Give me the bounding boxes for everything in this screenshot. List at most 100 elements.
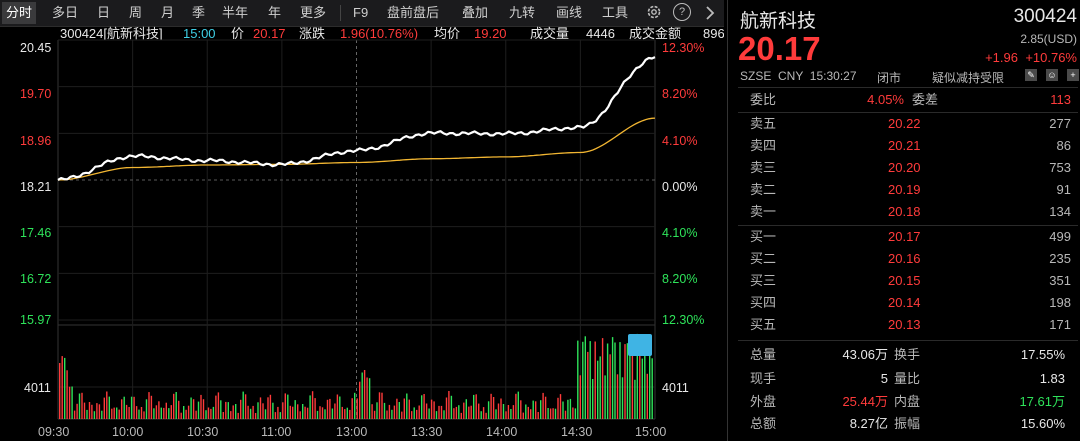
volume-bar	[257, 402, 259, 419]
pencil-icon[interactable]: ✎	[1025, 69, 1037, 81]
gear-icon[interactable]	[645, 3, 663, 24]
stat-label: 外盘	[750, 394, 777, 409]
ask-row[interactable]: 卖二 20.19 91	[728, 179, 1080, 201]
tab-intraday[interactable]: 分时	[2, 2, 37, 24]
volume-bar	[502, 404, 505, 419]
volume-bar	[349, 409, 351, 419]
volume-bar	[267, 397, 269, 419]
volume-bar	[316, 410, 319, 419]
bid-row[interactable]: 买二 20.16 235	[728, 248, 1080, 270]
ask-price: 20.21	[888, 138, 921, 153]
volume-bar	[259, 397, 262, 419]
tab-multi-day[interactable]: 多日	[52, 5, 79, 20]
bid-row[interactable]: 买四 20.14 198	[728, 292, 1080, 314]
volume-bar	[143, 411, 145, 419]
volume-bar	[428, 408, 430, 419]
volume-bar	[111, 408, 113, 419]
stock-name: 航新科技	[740, 11, 817, 32]
pct-tick: 4.10%	[662, 226, 698, 240]
ask-row[interactable]: 卖三 20.20 753	[728, 157, 1080, 179]
volume-bar	[460, 412, 462, 419]
volume-bar	[512, 405, 515, 419]
bid-row[interactable]: 买三 20.15 351	[728, 270, 1080, 292]
market-status: 闭市	[877, 71, 902, 85]
tab-f9[interactable]: F9	[353, 5, 369, 20]
pct-tick: 4.10%	[662, 134, 698, 148]
ask-row[interactable]: 卖五 20.22 277	[728, 113, 1080, 135]
volume-bar	[386, 410, 388, 419]
volume-bar	[589, 341, 591, 419]
volume-bar	[383, 402, 386, 419]
help-icon[interactable]: ?	[673, 3, 691, 21]
time-tick: 15:00	[635, 425, 667, 439]
volume-bar	[165, 402, 167, 419]
tab-week[interactable]: 周	[129, 5, 143, 20]
volume-bar	[621, 377, 624, 419]
volume-bar	[155, 405, 158, 419]
tab-pre-after-market[interactable]: 盘前盘后	[387, 5, 440, 20]
volume-bar	[314, 398, 316, 419]
volume-bar	[262, 403, 264, 419]
volume-bar	[73, 410, 76, 419]
tab-draw-line[interactable]: 画线	[556, 5, 583, 20]
add-icon[interactable]: +	[1067, 69, 1079, 81]
user-icon[interactable]: ☺	[1046, 69, 1058, 81]
volume-bar	[153, 408, 155, 419]
volume-bar	[443, 410, 445, 419]
volume-bar	[277, 406, 279, 419]
volume-bar	[175, 392, 177, 419]
volume-bar	[425, 403, 428, 419]
bid-row[interactable]: 买一 20.17 499	[728, 226, 1080, 248]
volume-bar	[557, 397, 559, 419]
volume-bar	[294, 400, 296, 419]
volume-bar	[542, 392, 544, 419]
volume-bar	[200, 394, 202, 419]
volume-bar	[475, 394, 477, 419]
ask-row[interactable]: 卖一 20.18 134	[728, 201, 1080, 223]
bid-volume: 235	[1049, 251, 1071, 266]
volume-bar	[225, 401, 227, 419]
tab-half-year[interactable]: 半年	[222, 5, 249, 20]
restriction-note: 疑似减持受限	[932, 71, 1005, 85]
tab-nine-turn[interactable]: 九转	[509, 5, 536, 20]
volume-bar	[579, 375, 581, 419]
average-price-line	[57, 117, 656, 181]
tab-month[interactable]: 月	[161, 5, 175, 20]
price-label: 价	[231, 26, 245, 41]
bid-row[interactable]: 买五 20.13 171	[728, 314, 1080, 336]
tab-day[interactable]: 日	[97, 5, 111, 20]
volume-bar	[197, 401, 200, 419]
volume-bar	[408, 399, 410, 419]
volume-bar	[371, 404, 373, 419]
tab-more[interactable]: 更多	[300, 5, 327, 20]
avg-label: 均价	[434, 26, 461, 41]
bid-price: 20.16	[888, 251, 921, 266]
volume-bar	[123, 396, 125, 419]
volume-bar	[567, 399, 569, 419]
chevron-right-icon[interactable]	[703, 4, 717, 25]
floating-widget-icon	[628, 334, 652, 356]
volume-bar	[366, 377, 368, 419]
volume-bar	[644, 346, 646, 419]
volume-bar	[354, 392, 356, 419]
volume-bar	[584, 336, 586, 419]
tab-quarter[interactable]: 季	[192, 5, 206, 20]
volume-bar	[128, 407, 130, 419]
price-tick: 18.96	[20, 134, 52, 148]
time-tick: 14:30	[561, 425, 593, 439]
tab-year[interactable]: 年	[268, 5, 282, 20]
volume-bar	[416, 409, 418, 419]
volume-bar	[279, 412, 281, 419]
pct-tick: 0.00%	[662, 180, 698, 194]
tab-tools[interactable]: 工具	[602, 5, 629, 20]
volume-bar	[212, 406, 215, 419]
tab-overlay[interactable]: 叠加	[462, 5, 489, 20]
pct-tick: 8.20%	[662, 272, 698, 286]
volume-bar	[217, 392, 220, 419]
time-tick: 13:30	[411, 425, 443, 439]
volume-bar	[450, 395, 453, 419]
volume-bar	[282, 402, 284, 419]
volume-bar	[356, 398, 358, 419]
ask-row[interactable]: 卖四 20.21 86	[728, 135, 1080, 157]
ask-volume: 753	[1049, 160, 1071, 175]
